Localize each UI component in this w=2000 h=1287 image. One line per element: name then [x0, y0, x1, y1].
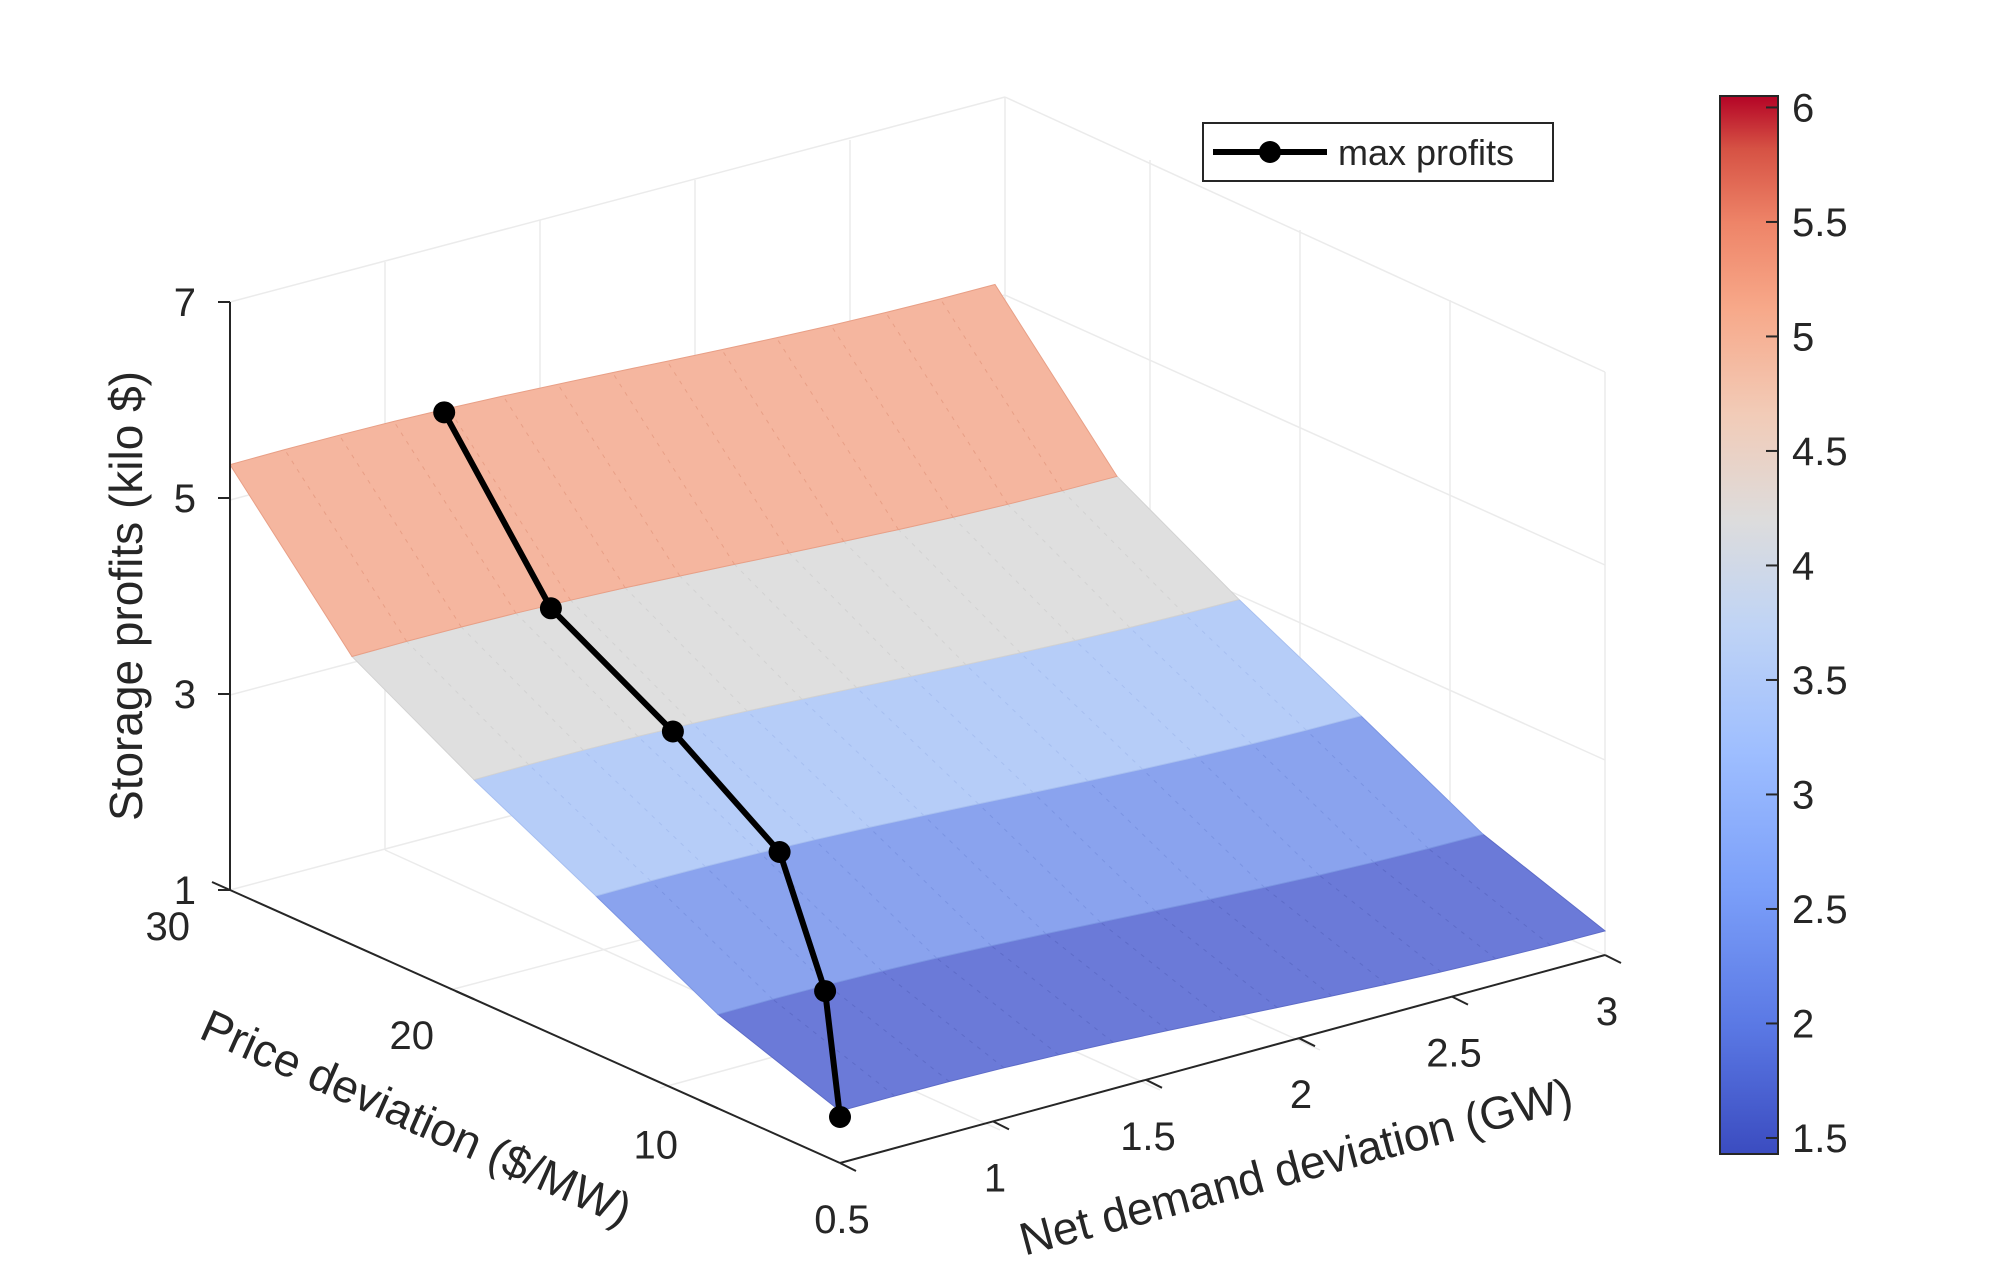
y-axis-line: [229, 889, 841, 1164]
colorbar-tick-label: 1.5: [1792, 1117, 1848, 1161]
max-profits-series-line: [441, 410, 843, 1118]
surface-mesh-line: [978, 803, 1101, 923]
z-axis-ticks: 1 3 5 7: [174, 281, 230, 913]
surface-mesh-line: [1020, 652, 1143, 770]
surface-mesh-line: [637, 736, 761, 854]
x-tick-label: 1.5: [1120, 1115, 1176, 1159]
x-tick-mark: [1604, 954, 1622, 964]
colorbar-ticks: 1.5 2 2.5 3 3.5 4 4.5 5 5.5 6: [1766, 86, 1848, 1161]
colorbar-tick-label: 4: [1792, 544, 1814, 588]
surface-mesh-line: [939, 298, 1063, 491]
legend-label: max profits: [1338, 132, 1514, 173]
colorbar-tick-label: 5: [1792, 315, 1814, 359]
surface-mesh-line: [393, 421, 517, 614]
surface-mesh-line: [1032, 792, 1156, 912]
y-tick-mark: [455, 990, 475, 1001]
max-profit-point: [829, 1105, 851, 1128]
z-tick-label: 7: [174, 281, 196, 325]
x-axis-line: [839, 954, 1606, 1164]
surface-mesh-line: [1087, 780, 1211, 900]
colorbar-tick-label: 4.5: [1792, 430, 1848, 474]
surface-mesh-line: [759, 852, 883, 972]
z-axis: 1 3 5 7 Storage profits (kilo $): [100, 281, 231, 913]
surface-mesh-line: [923, 815, 1047, 935]
y-tick-mark: [699, 1099, 719, 1110]
x-tick-label: 2.5: [1426, 1032, 1482, 1076]
legend: max profits: [1202, 122, 1554, 182]
z-tick-label: 3: [174, 673, 196, 717]
surface-mesh-line: [557, 383, 681, 577]
surface-mesh-line: [1129, 627, 1253, 745]
surface-mesh-line: [704, 866, 828, 986]
surface-mesh-line: [1184, 613, 1307, 731]
surface-mesh-line: [1251, 743, 1375, 863]
colorbar-tick-label: 5.5: [1792, 201, 1848, 245]
colorbar-tick-label: 2: [1792, 1002, 1814, 1046]
y-axis-ticks: 10 20 30: [146, 881, 719, 1167]
surface-mesh-line: [448, 408, 571, 601]
surface-mesh-line: [801, 698, 925, 816]
x-tick-label: 1: [984, 1156, 1006, 1200]
x-tick-label: 0.5: [814, 1198, 870, 1242]
surface-mesh-line: [650, 880, 773, 1000]
surface-mesh-line: [856, 687, 979, 805]
z-tick-label: 5: [174, 477, 196, 521]
y-tick-label: 10: [634, 1123, 679, 1167]
surface-mesh-line: [1074, 640, 1198, 758]
colorbar-tick-label: 6: [1792, 86, 1814, 130]
y-tick-mark: [211, 881, 231, 891]
colorbar-tick-label: 2.5: [1792, 888, 1848, 932]
surface-mesh-line: [582, 749, 706, 867]
surface-mesh-line: [502, 395, 626, 589]
colorbar-tick-label: 3: [1792, 773, 1814, 817]
surface-mesh-line: [965, 664, 1089, 782]
legend-marker-swatch: [1259, 141, 1281, 163]
surface-mesh-line: [814, 839, 937, 959]
surface-mesh-line: [338, 434, 462, 628]
surface-mesh-line: [612, 372, 735, 565]
surface-mesh-line: [830, 325, 954, 518]
max-profit-point: [814, 980, 837, 1003]
max-profit-point: [539, 597, 562, 620]
surface-mesh-line: [1306, 729, 1429, 849]
surface-mesh-line: [1142, 768, 1265, 888]
colorbar-gradient: [1719, 95, 1779, 1155]
z-tick-label: 1: [174, 869, 196, 913]
x-tick-mark: [992, 1120, 1010, 1131]
surface-mesh-line: [746, 710, 870, 828]
surface-mesh-line: [666, 360, 790, 554]
surface-mesh-line: [692, 723, 815, 841]
x-tick-label: 3: [1596, 990, 1618, 1034]
surface-mesh-line: [885, 312, 1009, 505]
surface-mesh-line: [1196, 756, 1320, 876]
x-tick-mark: [1298, 1037, 1316, 1048]
x-tick-mark: [839, 1162, 857, 1172]
colorbar-tick-label: 3.5: [1792, 659, 1848, 703]
y-tick-label: 30: [146, 905, 191, 949]
x-tick-mark: [1145, 1078, 1163, 1089]
x-tick-mark: [1451, 995, 1469, 1006]
profit-surface: [229, 283, 1607, 1112]
y-tick-label: 20: [390, 1014, 435, 1058]
surface-mesh-line: [528, 764, 651, 882]
max-profits-line: [433, 401, 851, 1128]
surface-mesh-line: [721, 349, 845, 542]
surface-mesh-line: [776, 337, 899, 530]
max-profit-point: [768, 840, 791, 863]
surface-mesh-line: [868, 827, 992, 947]
x-tick-label: 2: [1290, 1073, 1312, 1117]
colorbar: 1.5 2 2.5 3 3.5 4 4.5 5 5.5 6: [1719, 86, 1848, 1161]
surface-mesh-line: [284, 449, 408, 642]
max-profit-point: [433, 401, 456, 424]
z-axis-label: Storage profits (kilo $): [100, 371, 152, 821]
x-axis-ticks: 0.5 1 1.5 2 2.5 3: [814, 954, 1622, 1242]
max-profit-point: [661, 720, 684, 743]
surface-mesh-line: [910, 675, 1034, 793]
